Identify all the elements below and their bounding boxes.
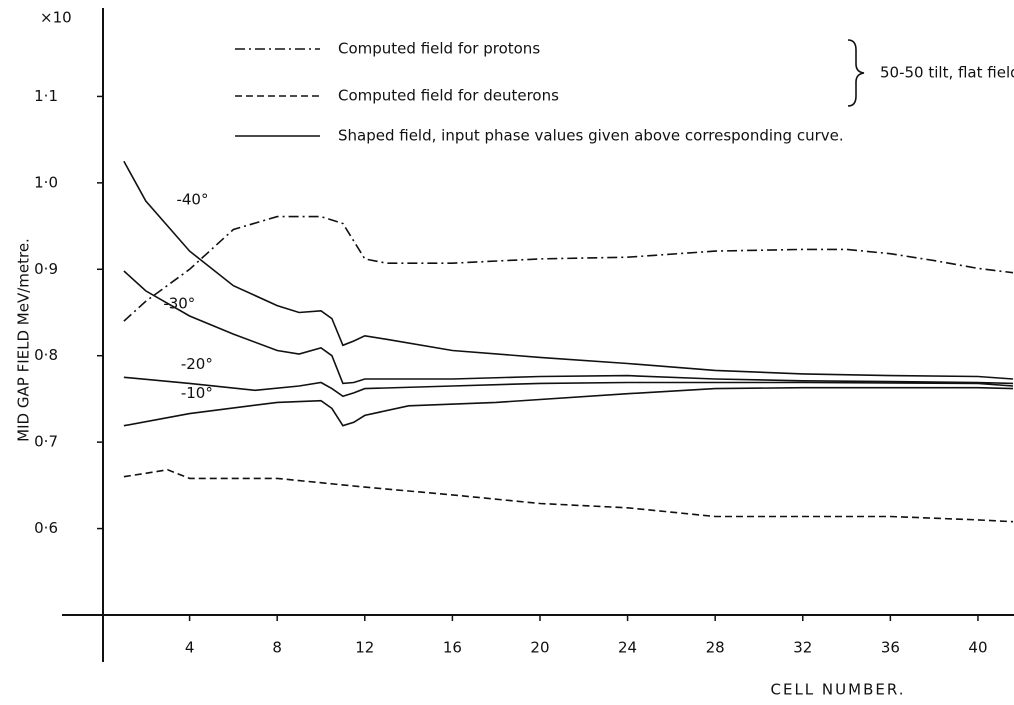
y-axis-label: MID GAP FIELD MeV/metre.: [15, 238, 33, 442]
y-axis-note: ×10: [40, 9, 72, 27]
y-tick-label: 1·0: [34, 173, 58, 191]
annotation: Shaped field, input phase values given a…: [338, 127, 844, 145]
x-axis-label: CELL NUMBER.: [771, 681, 906, 699]
x-tick-label: 32: [793, 639, 812, 657]
curve-label: -30°: [163, 294, 195, 312]
x-tick-label: 36: [881, 639, 900, 657]
x-tick-label: 4: [185, 639, 195, 657]
brace: [847, 39, 865, 107]
y-tick-label: 0·9: [34, 260, 58, 278]
y-tick-label: 0·7: [34, 433, 58, 451]
x-tick-label: 16: [443, 639, 462, 657]
x-tick-label: 28: [706, 639, 725, 657]
legend-label: Computed field for protons: [338, 40, 540, 58]
line-series: [123, 215, 1014, 322]
legend-label: Computed field for deuterons: [338, 87, 559, 105]
line-series: [123, 270, 1014, 385]
x-tick-label: 20: [530, 639, 549, 657]
curve-label: -10°: [181, 384, 213, 402]
line-series: [123, 376, 1014, 398]
x-tick-label: 12: [355, 639, 374, 657]
x-tick-label: 40: [968, 639, 987, 657]
line-series: [123, 468, 1014, 523]
x-tick-label: 8: [272, 639, 282, 657]
y-tick-label: 0·8: [34, 346, 58, 364]
annotation: 50-50 tilt, flat field along tank.: [880, 64, 1014, 82]
line-series: [123, 160, 1014, 380]
y-tick-label: 0·6: [34, 519, 58, 537]
curve-label: -20°: [181, 355, 213, 373]
x-tick-label: 24: [618, 639, 637, 657]
y-tick-label: 1·1: [34, 87, 58, 105]
curve-label: -40°: [176, 191, 208, 209]
line-series: [123, 386, 1014, 427]
